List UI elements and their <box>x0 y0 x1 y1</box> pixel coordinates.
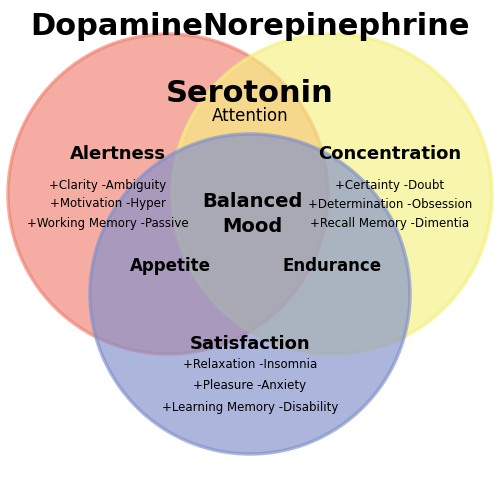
Text: Serotonin: Serotonin <box>166 79 334 108</box>
Circle shape <box>90 134 410 454</box>
Text: +Relaxation -Insomnia
+Pleasure -Anxiety
+Learning Memory -Disability: +Relaxation -Insomnia +Pleasure -Anxiety… <box>162 359 338 413</box>
Text: Satisfaction: Satisfaction <box>190 335 310 353</box>
Text: Appetite: Appetite <box>130 257 210 275</box>
Text: Attention: Attention <box>212 107 288 125</box>
Text: +Certainty -Doubt
+Determination -Obsession
+Recall Memory -Dimentia: +Certainty -Doubt +Determination -Obsess… <box>308 179 472 229</box>
Text: Dopamine: Dopamine <box>30 12 203 41</box>
Text: +Clarity -Ambiguity
+Motivation -Hyper
+Working Memory -Passive: +Clarity -Ambiguity +Motivation -Hyper +… <box>27 179 189 229</box>
Text: Endurance: Endurance <box>282 257 382 275</box>
Circle shape <box>172 34 492 354</box>
Text: Alertness: Alertness <box>70 145 166 163</box>
Text: Balanced
Mood: Balanced Mood <box>202 192 302 236</box>
Text: Norepinephrine: Norepinephrine <box>202 12 470 41</box>
Circle shape <box>8 34 328 354</box>
Text: Concentration: Concentration <box>318 145 462 163</box>
